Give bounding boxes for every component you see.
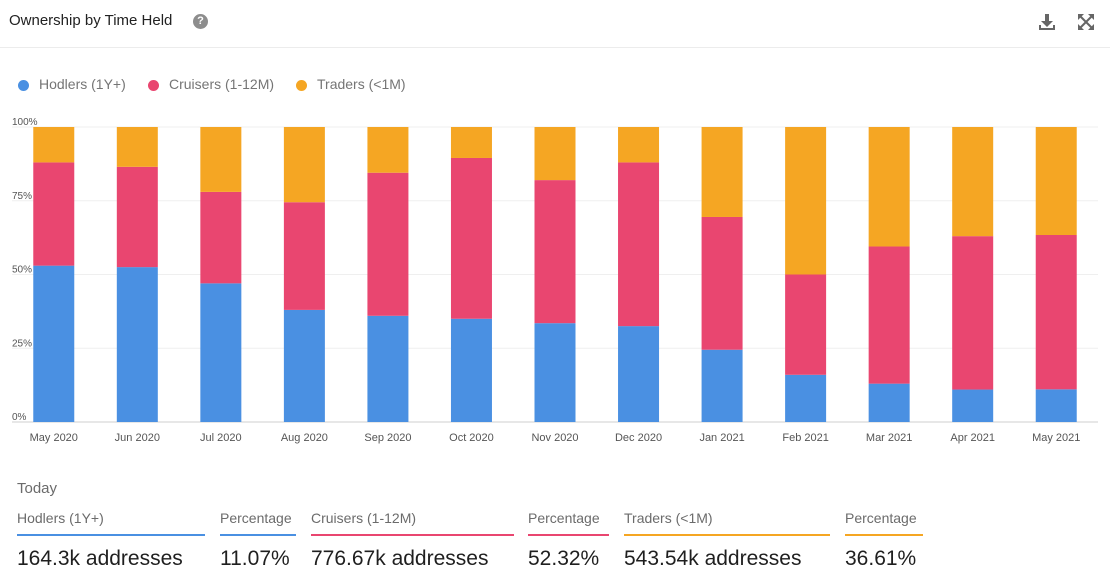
legend-dot-cruisers <box>148 80 159 91</box>
bar-segment-hodlers <box>1035 389 1077 422</box>
y-tick-label: 25% <box>12 338 32 349</box>
bar-segment-hodlers <box>200 283 242 422</box>
bar-segment-hodlers <box>116 267 158 422</box>
stat-label: Hodlers (1Y+) <box>17 510 104 526</box>
bar-segment-cruisers <box>534 180 576 324</box>
stat-value: 776.67k addresses <box>311 547 489 570</box>
legend-label: Hodlers (1Y+) <box>39 76 126 92</box>
stat-label: Percentage <box>528 510 600 526</box>
bar-segment-hodlers <box>952 389 994 422</box>
x-tick-label: May 2021 <box>1032 432 1080 444</box>
bar-segment-cruisers <box>283 202 325 310</box>
bar-segment-traders <box>367 127 409 173</box>
stat-label: Cruisers (1-12M) <box>311 510 417 526</box>
question-circle-icon[interactable]: ? <box>193 14 208 29</box>
stat-underline <box>845 534 923 536</box>
y-tick-label: 75% <box>12 191 32 202</box>
stat-underline <box>624 534 830 536</box>
stat-traders-percentage: Percentage 36.61% <box>845 508 923 571</box>
bar-segment-hodlers <box>534 323 576 422</box>
bar-segment-traders <box>868 127 910 247</box>
bar-segment-cruisers <box>952 236 994 390</box>
bar-segment-cruisers <box>116 166 158 268</box>
bar-segment-hodlers <box>450 318 492 422</box>
bar-segment-traders <box>116 127 158 167</box>
bar-segment-cruisers <box>701 216 743 350</box>
stat-traders: Traders (<1M) 543.54k addresses <box>624 508 830 571</box>
bar-segment-traders <box>1035 127 1077 235</box>
stat-label: Traders (<1M) <box>624 510 713 526</box>
bar-segment-traders <box>618 127 660 163</box>
x-tick-label: Jun 2020 <box>115 432 160 444</box>
stat-underline <box>528 534 609 536</box>
expand-icon[interactable] <box>1076 12 1096 32</box>
stat-underline <box>311 534 514 536</box>
bar-segment-cruisers <box>868 246 910 384</box>
legend-dot-traders <box>296 80 307 91</box>
bar-segment-traders <box>701 127 743 217</box>
stacked-bar-chart: 0% 25% 50% 75% 100% May 2020 Jun 2020 Jul 2020 A… <box>12 117 1098 444</box>
stat-hodlers-percentage: Percentage 11.07% <box>220 508 296 571</box>
today-label: Today <box>17 480 58 497</box>
bar-segment-hodlers <box>283 309 325 422</box>
chart-header: Ownership by Time Held ? <box>0 0 1110 48</box>
legend-label: Cruisers (1-12M) <box>169 76 275 92</box>
bar-segment-hodlers <box>33 265 75 422</box>
stat-hodlers: Hodlers (1Y+) 164.3k addresses <box>17 508 205 571</box>
bar-segment-hodlers <box>701 349 743 422</box>
stat-value: 52.32% <box>528 547 600 570</box>
stat-label: Percentage <box>220 510 292 526</box>
bar-segment-traders <box>952 127 994 237</box>
x-tick-label: Aug 2020 <box>281 432 328 444</box>
bar-segment-traders <box>450 127 492 158</box>
y-tick-label: 100% <box>12 117 38 128</box>
x-tick-label: Oct 2020 <box>449 432 494 444</box>
bar-segment-cruisers <box>1035 234 1077 390</box>
x-tick-label: Sep 2020 <box>364 432 411 444</box>
stat-underline <box>220 534 296 536</box>
x-tick-label: Apr 2021 <box>950 432 995 444</box>
stat-value: 11.07% <box>220 547 290 570</box>
stat-label: Percentage <box>845 510 917 526</box>
bar-segment-traders <box>283 127 325 203</box>
bar-segment-cruisers <box>33 162 75 266</box>
bar-segment-cruisers <box>618 162 660 327</box>
x-tick-label: Nov 2020 <box>531 432 578 444</box>
bar-segment-traders <box>534 127 576 181</box>
chart-title: Ownership by Time Held <box>9 12 173 29</box>
bar-segment-traders <box>200 127 242 192</box>
bar-segment-traders <box>785 127 827 275</box>
download-icon[interactable] <box>1037 12 1057 32</box>
x-tick-label: Mar 2021 <box>866 432 912 444</box>
bar-segment-cruisers <box>200 191 242 284</box>
y-tick-label: 50% <box>12 265 32 276</box>
bar-segment-hodlers <box>785 374 827 422</box>
stat-value: 164.3k addresses <box>17 547 183 570</box>
stat-value: 543.54k addresses <box>624 547 802 570</box>
legend-dot-hodlers <box>18 80 29 91</box>
x-tick-label: Feb 2021 <box>782 432 828 444</box>
bar-segment-hodlers <box>618 326 660 422</box>
x-tick-label: Jul 2020 <box>200 432 242 444</box>
bar-segment-cruisers <box>450 157 492 319</box>
bar-segment-hodlers <box>868 383 910 422</box>
bar-segment-cruisers <box>785 274 827 375</box>
legend-label: Traders (<1M) <box>317 76 406 92</box>
stat-cruisers-percentage: Percentage 52.32% <box>528 508 609 571</box>
stat-value: 36.61% <box>845 547 917 570</box>
y-tick-label: 0% <box>12 412 27 423</box>
x-tick-label: Jan 2021 <box>699 432 744 444</box>
bar-segment-traders <box>33 127 75 163</box>
stat-underline <box>17 534 205 536</box>
x-tick-label: May 2020 <box>30 432 78 444</box>
stat-cruisers: Cruisers (1-12M) 776.67k addresses <box>311 508 514 571</box>
bar-segment-cruisers <box>367 172 409 316</box>
bar-segment-hodlers <box>367 315 409 422</box>
x-tick-label: Dec 2020 <box>615 432 662 444</box>
